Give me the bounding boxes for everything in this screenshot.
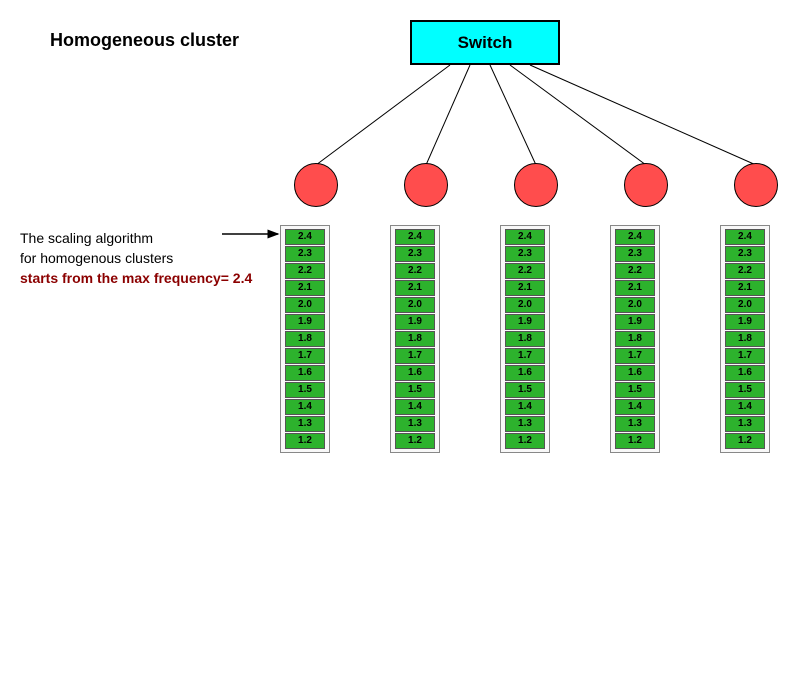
frequency-cell: 1.7 (615, 348, 655, 364)
frequency-cell: 1.5 (285, 382, 325, 398)
frequency-cell: 2.4 (395, 229, 435, 245)
frequency-stack: 2.42.32.22.12.01.91.81.71.61.51.41.31.2 (720, 225, 770, 453)
frequency-cell: 2.2 (285, 263, 325, 279)
frequency-cell: 1.2 (725, 433, 765, 449)
frequency-cell: 1.3 (395, 416, 435, 432)
frequency-cell: 1.5 (505, 382, 545, 398)
frequency-cell: 2.2 (725, 263, 765, 279)
frequency-cell: 2.4 (285, 229, 325, 245)
frequency-cell: 1.9 (725, 314, 765, 330)
frequency-cell: 1.5 (615, 382, 655, 398)
frequency-cell: 1.9 (395, 314, 435, 330)
frequency-cell: 1.8 (615, 331, 655, 347)
frequency-cell: 1.7 (725, 348, 765, 364)
frequency-cell: 1.9 (285, 314, 325, 330)
frequency-cell: 1.2 (395, 433, 435, 449)
frequency-cell: 1.6 (615, 365, 655, 381)
switch-label: Switch (458, 33, 513, 53)
frequency-stack: 2.42.32.22.12.01.91.81.71.61.51.41.31.2 (280, 225, 330, 453)
node-circle (624, 163, 668, 207)
annotation-line2: for homogenous clusters (20, 248, 252, 268)
frequency-cell: 1.8 (285, 331, 325, 347)
frequency-cell: 2.3 (725, 246, 765, 262)
frequency-cell: 1.3 (615, 416, 655, 432)
frequency-cell: 1.9 (505, 314, 545, 330)
frequency-cell: 2.0 (505, 297, 545, 313)
frequency-cell: 2.0 (615, 297, 655, 313)
frequency-cell: 1.3 (725, 416, 765, 432)
frequency-cell: 2.2 (615, 263, 655, 279)
node-circle (404, 163, 448, 207)
frequency-cell: 2.3 (505, 246, 545, 262)
node-circle (294, 163, 338, 207)
frequency-cell: 1.6 (395, 365, 435, 381)
annotation-line1: The scaling algorithm (20, 228, 252, 248)
frequency-cell: 2.0 (725, 297, 765, 313)
frequency-cell: 1.9 (615, 314, 655, 330)
frequency-cell: 1.4 (725, 399, 765, 415)
frequency-cell: 2.4 (615, 229, 655, 245)
frequency-cell: 1.6 (505, 365, 545, 381)
node-circle (514, 163, 558, 207)
frequency-cell: 1.4 (285, 399, 325, 415)
frequency-cell: 2.1 (615, 280, 655, 296)
frequency-cell: 2.1 (725, 280, 765, 296)
frequency-cell: 1.4 (395, 399, 435, 415)
frequency-cell: 1.5 (395, 382, 435, 398)
frequency-cell: 2.3 (395, 246, 435, 262)
annotation-line3: starts from the max frequency= 2.4 (20, 268, 252, 288)
frequency-cell: 2.4 (505, 229, 545, 245)
frequency-cell: 1.6 (285, 365, 325, 381)
frequency-cell: 1.8 (725, 331, 765, 347)
frequency-stack: 2.42.32.22.12.01.91.81.71.61.51.41.31.2 (610, 225, 660, 453)
switch-to-node-edge (316, 65, 450, 165)
frequency-cell: 2.3 (285, 246, 325, 262)
frequency-cell: 1.3 (285, 416, 325, 432)
frequency-cell: 2.0 (395, 297, 435, 313)
frequency-cell: 2.2 (505, 263, 545, 279)
frequency-cell: 1.5 (725, 382, 765, 398)
frequency-cell: 1.4 (615, 399, 655, 415)
switch-to-node-edge (530, 65, 756, 165)
switch-to-node-edge (426, 65, 470, 165)
frequency-cell: 1.7 (505, 348, 545, 364)
frequency-cell: 1.3 (505, 416, 545, 432)
frequency-cell: 1.2 (615, 433, 655, 449)
switch-to-node-edge (510, 65, 646, 165)
frequency-cell: 1.6 (725, 365, 765, 381)
frequency-cell: 2.1 (395, 280, 435, 296)
frequency-cell: 1.4 (505, 399, 545, 415)
switch-box: Switch (410, 20, 560, 65)
frequency-cell: 2.3 (615, 246, 655, 262)
annotation-text: The scaling algorithm for homogenous clu… (20, 228, 252, 288)
frequency-cell: 1.8 (505, 331, 545, 347)
node-circle (734, 163, 778, 207)
frequency-cell: 1.8 (395, 331, 435, 347)
frequency-cell: 1.7 (395, 348, 435, 364)
frequency-cell: 2.4 (725, 229, 765, 245)
frequency-cell: 2.1 (285, 280, 325, 296)
frequency-cell: 1.2 (505, 433, 545, 449)
frequency-cell: 2.0 (285, 297, 325, 313)
frequency-stack: 2.42.32.22.12.01.91.81.71.61.51.41.31.2 (500, 225, 550, 453)
page-title: Homogeneous cluster (50, 30, 239, 51)
switch-to-node-edge (490, 65, 536, 165)
frequency-cell: 1.2 (285, 433, 325, 449)
frequency-stack: 2.42.32.22.12.01.91.81.71.61.51.41.31.2 (390, 225, 440, 453)
frequency-cell: 1.7 (285, 348, 325, 364)
frequency-cell: 2.2 (395, 263, 435, 279)
frequency-cell: 2.1 (505, 280, 545, 296)
